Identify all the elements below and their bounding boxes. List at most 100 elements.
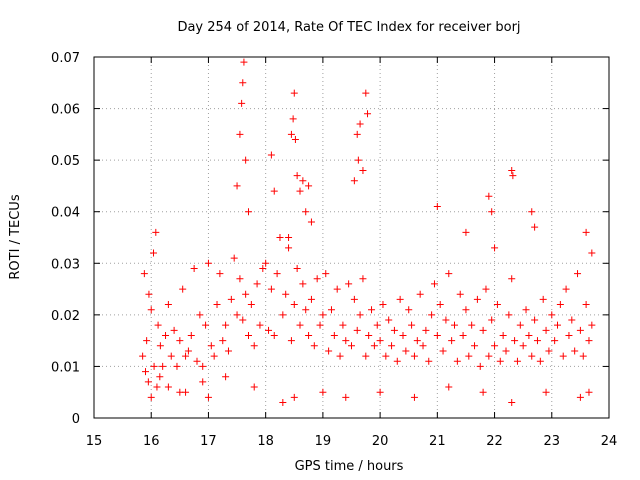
- data-point: [162, 331, 170, 339]
- data-point: [585, 388, 593, 396]
- data-point: [364, 110, 372, 118]
- data-point: [342, 337, 350, 345]
- data-point: [222, 321, 230, 329]
- data-point: [368, 306, 376, 314]
- data-point: [582, 301, 590, 309]
- data-point: [159, 362, 167, 370]
- data-point: [187, 331, 195, 339]
- data-point: [142, 368, 149, 376]
- data-point: [196, 311, 204, 319]
- chart-title: Day 254 of 2014, Rate Of TEC Index for r…: [177, 20, 520, 35]
- y-tick-label: 0.04: [51, 206, 80, 221]
- data-point: [282, 290, 290, 298]
- y-tick-label: 0.05: [51, 154, 80, 169]
- data-point: [147, 393, 155, 401]
- y-tick-label: 0.03: [51, 257, 80, 272]
- data-point: [293, 264, 301, 272]
- data-point: [531, 223, 539, 231]
- data-point: [468, 321, 476, 329]
- data-point: [491, 244, 499, 252]
- data-point: [245, 331, 252, 339]
- data-point: [222, 373, 230, 381]
- data-point: [382, 352, 390, 360]
- x-axis-label: GPS time / hours: [295, 459, 404, 474]
- data-point: [359, 166, 367, 174]
- data-point: [433, 331, 441, 339]
- data-point: [582, 228, 590, 236]
- data-point: [425, 357, 433, 365]
- data-point: [250, 383, 258, 391]
- data-point: [293, 172, 301, 180]
- data-point: [319, 388, 327, 396]
- data-point: [287, 130, 295, 138]
- data-point: [276, 234, 284, 241]
- data-point: [336, 352, 344, 360]
- data-point: [230, 254, 238, 262]
- data-point: [265, 326, 273, 334]
- data-point: [379, 301, 387, 309]
- data-point: [376, 388, 384, 396]
- data-point: [482, 285, 490, 293]
- data-point: [365, 331, 373, 339]
- data-point: [193, 357, 201, 365]
- data-point: [462, 306, 470, 314]
- data-point: [493, 301, 501, 309]
- data-point: [413, 337, 421, 345]
- data-point: [173, 362, 181, 370]
- data-point: [488, 208, 496, 216]
- data-point: [170, 326, 178, 334]
- data-point: [262, 259, 270, 267]
- data-point: [307, 295, 315, 303]
- x-tick-label: 20: [372, 434, 389, 449]
- data-point: [511, 337, 519, 345]
- data-point: [405, 306, 413, 314]
- data-point: [233, 182, 241, 190]
- data-point: [350, 177, 358, 185]
- data-point: [373, 321, 381, 329]
- data-point: [356, 120, 364, 128]
- data-point: [551, 337, 559, 345]
- data-point: [488, 316, 496, 324]
- data-point: [156, 342, 164, 350]
- data-point: [216, 270, 224, 278]
- data-point: [402, 347, 410, 355]
- data-point: [289, 115, 297, 123]
- data-point: [436, 301, 444, 309]
- x-tick-label: 18: [257, 434, 274, 449]
- data-point: [236, 275, 244, 283]
- data-point: [242, 156, 250, 164]
- data-point: [479, 326, 487, 334]
- data-point: [505, 311, 513, 319]
- data-point: [385, 316, 393, 324]
- data-point: [508, 275, 516, 283]
- data-point: [362, 89, 370, 97]
- data-point: [238, 99, 246, 107]
- data-point: [471, 342, 479, 350]
- data-point: [250, 342, 258, 350]
- data-point: [224, 347, 232, 355]
- data-point: [453, 357, 461, 365]
- data-point: [299, 177, 307, 185]
- data-point: [499, 331, 507, 339]
- data-point: [140, 270, 148, 278]
- data-point: [430, 280, 438, 288]
- data-point: [179, 285, 187, 293]
- data-point: [290, 301, 298, 309]
- data-point: [287, 337, 295, 345]
- data-point: [307, 218, 315, 226]
- data-point: [525, 331, 533, 339]
- y-axis-label: ROTI / TECUs: [8, 194, 23, 279]
- data-point: [279, 399, 287, 407]
- x-tick-label: 15: [86, 434, 103, 449]
- data-point: [442, 316, 450, 324]
- data-point: [568, 316, 576, 324]
- data-point: [184, 347, 192, 355]
- data-point: [445, 383, 453, 391]
- data-point: [296, 321, 304, 329]
- data-point: [267, 285, 275, 293]
- data-point: [167, 352, 175, 360]
- data-point: [516, 321, 524, 329]
- data-point: [451, 321, 458, 329]
- x-tick-label: 21: [429, 434, 446, 449]
- x-tick-label: 22: [486, 434, 503, 449]
